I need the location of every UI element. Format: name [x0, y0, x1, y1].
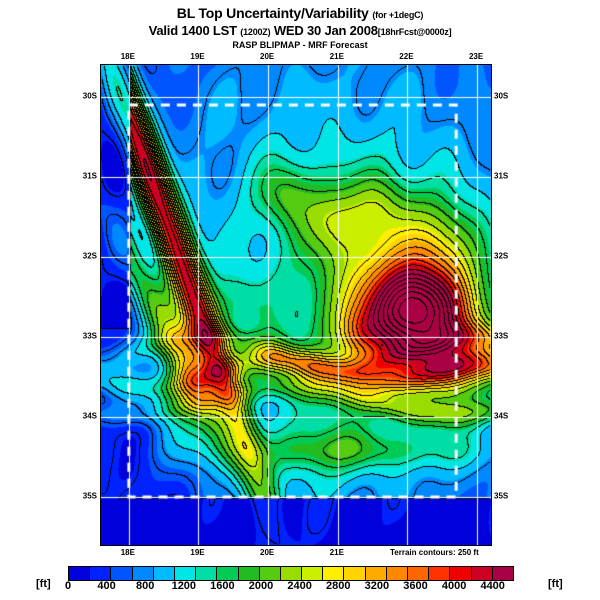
axis-tick-right: 34S	[494, 411, 509, 421]
colorbar-tick-label: 0	[64, 580, 72, 592]
axis-tick-top: 23E	[468, 52, 484, 61]
colorbar-swatch	[238, 567, 260, 580]
colorbar-swatch	[174, 567, 197, 580]
colorbar-swatch	[471, 567, 493, 580]
axis-tick-top: 22E	[399, 52, 414, 61]
title-main-text: BL Top Uncertainty/Variability	[176, 5, 369, 21]
axis-tick-left: 34S	[82, 411, 97, 421]
axis-tick-right: 35S	[494, 491, 509, 501]
page-title: BL Top Uncertainty/Variability (for +1de…	[0, 6, 600, 23]
model-subtitle: RASP BLIPMAP - MRF Forecast	[232, 40, 368, 50]
colorbar-tick-label: 400	[97, 580, 116, 592]
axis-tick-bottom: 18E	[120, 548, 135, 557]
colorbar-swatch	[492, 567, 513, 580]
colorbar-swatch	[153, 567, 175, 580]
colorbar-swatch	[132, 567, 154, 580]
valid-time-line: Valid 1400 LST (1200Z) WED 30 Jan 2008[1…	[0, 23, 600, 40]
colorbar-swatch	[450, 567, 472, 580]
title-suffix-text: (for +1degC)	[372, 10, 424, 20]
valid-local-time: Valid 1400 LST	[148, 23, 237, 38]
valid-date: WED 30 Jan 2008	[273, 23, 378, 38]
colorbar-unit-right: [ft]	[548, 578, 563, 590]
colorbar-swatch	[323, 567, 345, 580]
colorbar-swatch	[365, 567, 387, 580]
axis-tick-bottom: 20E	[260, 548, 275, 557]
colorbar-swatch	[280, 567, 303, 580]
colorbar-swatch	[259, 567, 281, 580]
colorbar-swatch	[90, 567, 112, 580]
axis-tick-top: 21E	[329, 52, 344, 61]
colorbar-swatch	[344, 567, 366, 580]
colorbar-tick-label: 2800	[326, 580, 351, 592]
axis-tick-right: 31S	[494, 171, 509, 181]
colorbar-tick-label: 800	[136, 580, 155, 592]
colorbar-swatch	[386, 567, 408, 580]
colorbar-tick-label: 1600	[210, 580, 235, 592]
axis-tick-left: 35S	[82, 491, 97, 501]
title-block: BL Top Uncertainty/Variability (for +1de…	[0, 6, 600, 51]
colorbar-swatch	[408, 567, 430, 580]
valid-utc-time: (1200Z)	[240, 27, 271, 37]
axis-tick-left: 33S	[82, 331, 97, 341]
colorbar-swatches[interactable]	[68, 566, 514, 581]
axis-tick-bottom: 19E	[190, 548, 205, 557]
colorbar-legend: [ft] [ft] 0 400 800 1200 1600 2000 2400 2800 320…	[0, 566, 600, 596]
axis-tick-left: 32S	[82, 251, 97, 261]
colorbar-swatch	[429, 567, 451, 580]
colorbar-tick-label: 1200	[171, 580, 197, 592]
forecast-tag: [18hrFcst@0000z]	[377, 27, 452, 37]
colorbar-tick-label: 3200	[364, 580, 390, 592]
axis-tick-left: 30S	[82, 91, 97, 101]
colorbar-swatch	[217, 567, 239, 580]
terrain-contour-note: Terrain contours: 250 ft	[390, 548, 479, 557]
colorbar-swatch	[302, 567, 324, 580]
colorbar-swatch	[69, 567, 91, 580]
forecast-heatmap-canvas[interactable]	[101, 65, 491, 545]
axis-tick-top: 20E	[260, 52, 275, 61]
axis-tick-right: 30S	[494, 91, 509, 101]
colorbar-unit-left: [ft]	[36, 578, 51, 590]
axis-tick-left: 31S	[82, 171, 97, 181]
axis-tick-top: 18E	[120, 52, 135, 61]
colorbar-tick-label: 2400	[287, 580, 312, 592]
colorbar-tick-label: 2000	[248, 580, 274, 592]
axis-tick-right: 33S	[494, 331, 509, 341]
map-panel[interactable]	[100, 64, 492, 546]
axis-tick-bottom: 21E	[329, 548, 344, 557]
colorbar-swatch	[196, 567, 218, 580]
colorbar-tick-label: 3600	[403, 580, 428, 592]
axis-tick-top: 19E	[190, 52, 205, 61]
axis-tick-right: 32S	[494, 251, 509, 261]
colorbar-tick-label: 4000	[441, 580, 467, 592]
colorbar-swatch	[111, 567, 133, 580]
colorbar-tick-label: 4400	[480, 580, 505, 592]
